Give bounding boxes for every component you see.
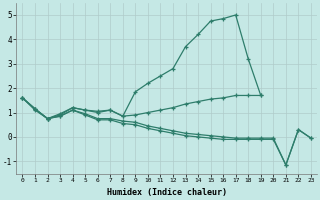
X-axis label: Humidex (Indice chaleur): Humidex (Indice chaleur): [107, 188, 227, 197]
